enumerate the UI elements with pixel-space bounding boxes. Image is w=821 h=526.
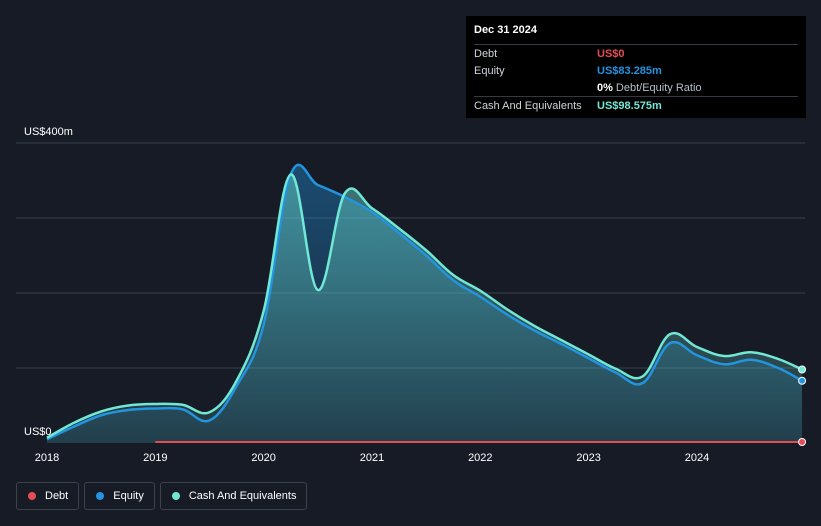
tooltip-ratio-value: 0%	[597, 81, 613, 94]
cash-end-marker	[798, 365, 807, 374]
x-tick-label: 2021	[360, 452, 384, 464]
x-axis: 2018 2019 2020 2021 2022 2023 2024	[35, 452, 709, 464]
tooltip-row-debt: Debt US$0	[474, 44, 798, 62]
tooltip-cash-value: US$98.575m	[597, 99, 662, 112]
debt-dot-icon	[28, 492, 36, 500]
x-tick-label: 2019	[143, 452, 167, 464]
legend-item-cash[interactable]: Cash And Equivalents	[159, 482, 308, 510]
x-tick-label: 2022	[468, 452, 492, 464]
tooltip-row-equity: Equity US$83.285m	[474, 62, 798, 79]
marker-layer	[798, 365, 807, 446]
chart-legend: Debt Equity Cash And Equivalents	[16, 482, 308, 510]
cash-line	[46, 173, 803, 439]
equity-line	[46, 163, 803, 441]
legend-equity-label: Equity	[113, 490, 144, 502]
legend-debt-label: Debt	[45, 490, 69, 502]
y-axis-top-label: US$400m	[24, 126, 73, 138]
x-tick-label: 2024	[685, 452, 709, 464]
tooltip-debt-value: US$0	[597, 47, 625, 60]
x-tick-label: 2020	[251, 452, 275, 464]
legend-item-debt[interactable]: Debt	[16, 482, 80, 510]
tooltip-panel: Dec 31 2024 Debt US$0 Equity US$83.285m …	[466, 16, 806, 118]
tooltip-equity-label: Equity	[474, 64, 505, 77]
legend-item-equity[interactable]: Equity	[84, 482, 155, 510]
legend-cash-label: Cash And Equivalents	[188, 490, 297, 502]
area-layer	[47, 164, 803, 444]
tooltip-row-cash: Cash And Equivalents US$98.575m	[474, 96, 798, 114]
tooltip-equity-value: US$83.285m	[597, 64, 662, 77]
tooltip-date: Dec 31 2024	[474, 24, 537, 36]
equity-dot-icon	[96, 492, 105, 500]
y-axis-bottom-label: US$0	[24, 426, 52, 438]
tooltip-ratio-label: Debt/Equity Ratio	[615, 81, 702, 94]
tooltip-cash-label: Cash And Equivalents	[474, 99, 582, 112]
x-tick-label: 2018	[35, 452, 59, 464]
cash-dot-icon	[171, 492, 180, 500]
cash-area	[47, 174, 803, 443]
tooltip-debt-label: Debt	[474, 47, 498, 60]
x-tick-label: 2023	[576, 452, 600, 464]
equity-end-marker	[798, 376, 807, 385]
line-layer	[46, 163, 803, 443]
tooltip-row-ratio: 0% Debt/Equity Ratio	[474, 79, 798, 96]
debt-end-marker	[798, 438, 807, 446]
